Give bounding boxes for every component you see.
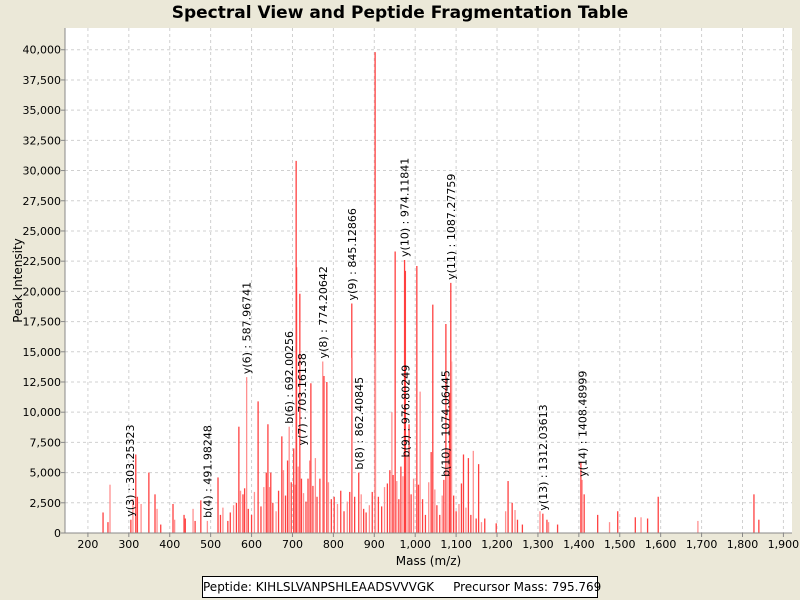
peak-annotation: y(9) : 845.12866 — [346, 208, 359, 300]
chart-title: Spectral View and Peptide Fragmentation … — [171, 3, 629, 23]
peak-annotation: y(14) : 1408.48999 — [576, 371, 589, 477]
y-tick-label: 25,000 — [23, 225, 62, 238]
y-axis-label: Peak Intensity — [11, 238, 25, 323]
x-tick-label: 500 — [200, 538, 221, 551]
plot-area — [65, 28, 792, 533]
peak-annotation: b(9) : 976.80249 — [400, 365, 413, 458]
peak-annotation: b(4) : 491.98248 — [201, 425, 214, 518]
peak-annotation: y(13) : 1312.03613 — [537, 404, 550, 510]
x-tick-label: 1,400 — [563, 538, 595, 551]
x-tick-label: 1,900 — [768, 538, 800, 551]
y-tick-label: 15,000 — [23, 346, 62, 359]
y-tick-label: 12,500 — [23, 376, 62, 389]
peak-annotation: b(8) : 862.40845 — [353, 377, 366, 470]
precursor-mass-label: Precursor Mass: 795.769 — [453, 580, 602, 594]
x-tick-label: 1,600 — [645, 538, 677, 551]
peptide-label: Peptide: KIHLSLVANPSHLEAADSVVVGK — [203, 580, 434, 594]
y-tick-label: 27,500 — [23, 195, 62, 208]
peak-annotation: b(10) : 1074.06445 — [440, 370, 453, 477]
x-tick-label: 300 — [118, 538, 139, 551]
y-tick-label: 0 — [54, 527, 61, 540]
y-tick-label: 37,500 — [23, 74, 62, 87]
x-tick-label: 200 — [77, 538, 98, 551]
peak-annotation: y(11) : 1087.27759 — [445, 174, 458, 280]
x-tick-label: 1,700 — [686, 538, 718, 551]
x-tick-label: 1,000 — [399, 538, 431, 551]
y-tick-label: 30,000 — [23, 165, 62, 178]
x-tick-label: 800 — [323, 538, 344, 551]
x-tick-label: 1,100 — [440, 538, 472, 551]
peak-annotation: y(7) : 703.16138 — [296, 353, 309, 445]
y-tick-label: 22,500 — [23, 255, 62, 268]
y-tick-label: 10,000 — [23, 406, 62, 419]
y-tick-label: 32,500 — [23, 134, 62, 147]
y-tick-label: 2,500 — [30, 497, 62, 510]
y-tick-label: 35,000 — [23, 104, 62, 117]
x-tick-label: 700 — [282, 538, 303, 551]
x-tick-label: 400 — [159, 538, 180, 551]
y-tick-label: 17,500 — [23, 316, 62, 329]
y-tick-label: 7,500 — [30, 436, 62, 449]
x-axis-label: Mass (m/z) — [396, 554, 461, 568]
x-tick-label: 600 — [241, 538, 262, 551]
x-tick-label: 1,500 — [604, 538, 636, 551]
y-tick-label: 40,000 — [23, 44, 62, 57]
x-tick-label: 1,800 — [727, 538, 759, 551]
x-tick-label: 1,300 — [522, 538, 554, 551]
legend-box: Peptide: KIHLSLVANPSHLEAADSVVVGK Precurs… — [202, 576, 602, 598]
peak-annotation: y(3) : 303.25323 — [124, 424, 137, 516]
x-tick-label: 1,200 — [481, 538, 513, 551]
peak-annotation: y(10) : 974.11841 — [399, 158, 412, 257]
y-tick-label: 20,000 — [23, 285, 62, 298]
peak-annotation: y(8) : 774.20642 — [317, 266, 330, 358]
peak-annotation: y(6) : 587.96741 — [241, 282, 254, 374]
y-tick-label: 5,000 — [30, 467, 62, 480]
peak-annotation: b(6) : 692.00256 — [283, 331, 296, 424]
x-tick-label: 900 — [364, 538, 385, 551]
